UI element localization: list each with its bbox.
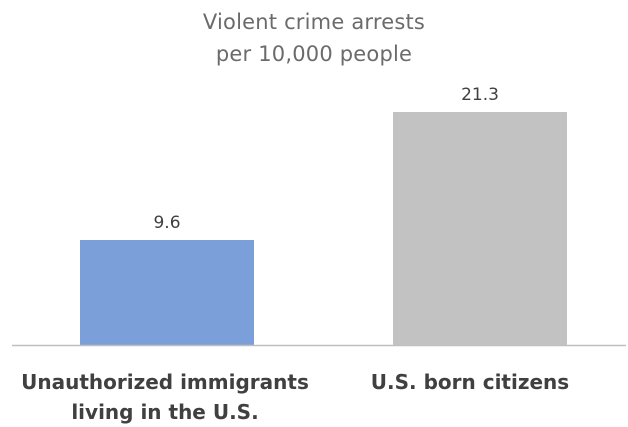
category-label-us-born-citizens: U.S. born citizens bbox=[325, 367, 615, 397]
category-label-unauthorized-immigrants: Unauthorized immigrants living in the U.… bbox=[0, 367, 330, 427]
bar-0 bbox=[80, 239, 254, 345]
bar-1 bbox=[393, 112, 567, 345]
category-label-line: U.S. born citizens bbox=[370, 370, 570, 394]
chart-title-line-1: Violent crime arrests bbox=[202, 10, 426, 34]
category-label-line: living in the U.S. bbox=[71, 400, 259, 424]
data-label-1: 21.3 bbox=[461, 85, 499, 105]
data-label-0: 9.6 bbox=[153, 213, 180, 233]
chart-title-line-2: per 10,000 people bbox=[215, 42, 413, 66]
category-label-line: Unauthorized immigrants bbox=[21, 370, 309, 394]
